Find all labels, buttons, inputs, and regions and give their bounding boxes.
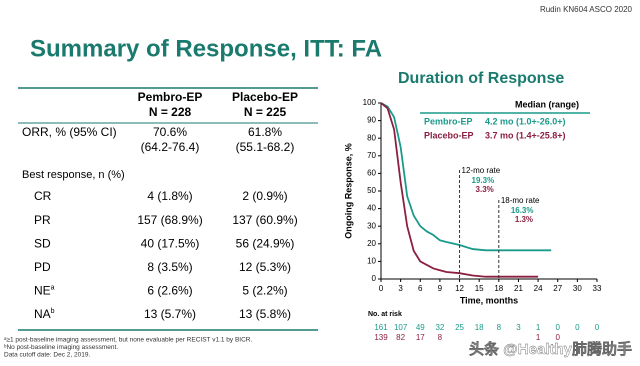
column-n: N = 225 [244, 105, 287, 119]
rate-value: 19.3% [472, 176, 495, 185]
footnote: ᵇNo post-baseline imaging assessment. [4, 344, 118, 351]
cell: 137 (60.9%) [232, 213, 297, 227]
at-risk-value: 17 [416, 333, 425, 342]
column-n: N = 228 [149, 105, 192, 119]
column-header: Placebo-EP [232, 90, 298, 104]
cell: 40 (17.5%) [141, 236, 200, 250]
row-label: NEa [34, 284, 55, 298]
cell: 70.6% [153, 125, 187, 139]
superscript: b [51, 308, 55, 315]
cell: (55.1-68.2) [236, 140, 295, 154]
legend-label: Placebo-EP [424, 130, 474, 140]
y-axis-label: Ongoing Response, % [343, 143, 353, 239]
km-curve [380, 102, 552, 252]
at-risk-label: No. at risk [368, 311, 402, 318]
y-tick-label: 10 [367, 257, 376, 266]
rate-value: 3.3% [476, 185, 494, 194]
rate-label: 12-mo rate [462, 166, 501, 175]
x-tick-label: 21 [514, 284, 523, 293]
rate-label: 18-mo rate [501, 196, 540, 205]
y-tick-label: 60 [367, 169, 376, 178]
source: Rudin KN604 ASCO 2020 [540, 5, 633, 14]
cell: 13 (5.8%) [239, 307, 291, 321]
x-tick-label: 24 [534, 284, 543, 293]
x-tick-label: 3 [398, 284, 403, 293]
at-risk-value: 1 [536, 323, 541, 332]
x-tick-label: 9 [438, 284, 443, 293]
cell: 61.8% [248, 125, 282, 139]
cell: 4 (1.8%) [147, 189, 192, 203]
footnote: Data cutoff date: Dec 2, 2019. [4, 352, 90, 359]
y-tick-label: 0 [372, 274, 377, 283]
cell: 12 (5.3%) [239, 260, 291, 274]
at-risk-value: 32 [435, 323, 444, 332]
legend-label: Pembro-EP [424, 116, 473, 126]
rate-value: 16.3% [511, 206, 534, 215]
legend-median: 4.2 mo (1.0+-26.0+) [485, 116, 566, 126]
cell: (64.2-76.4) [141, 140, 200, 154]
x-tick-label: 6 [418, 284, 423, 293]
at-risk-value: 1 [536, 333, 541, 342]
cell: 5 (2.2%) [242, 284, 287, 298]
row-label: PR [34, 213, 51, 227]
row-label: NAb [34, 307, 55, 321]
cell: 2 (0.9%) [242, 189, 287, 203]
chart-title: Duration of Response [398, 70, 564, 87]
y-tick-label: 30 [367, 221, 376, 230]
y-tick-label: 90 [367, 116, 376, 125]
y-tick-label: 100 [363, 98, 377, 107]
x-axis-label: Time, months [460, 295, 518, 305]
at-risk-value: 8 [438, 333, 443, 342]
cell: 13 (5.7%) [144, 307, 196, 321]
legend-box [418, 97, 590, 147]
row-label: ORR, % (95% CI) [22, 125, 117, 139]
row-label: CR [34, 189, 52, 203]
at-risk-value: 8 [497, 323, 502, 332]
y-tick-label: 40 [367, 204, 376, 213]
section-label: Best response, n (%) [22, 169, 125, 181]
y-tick-label: 50 [367, 186, 376, 195]
at-risk-value: 139 [374, 333, 388, 342]
watermark: 头条 @Healthy肺腾助手 [469, 340, 632, 358]
at-risk-value: 3 [516, 323, 521, 332]
row-label: PD [34, 260, 51, 274]
title: Summary of Response, ITT: FA [30, 35, 382, 62]
cell: 8 (3.5%) [147, 260, 192, 274]
x-tick-label: 15 [475, 284, 484, 293]
cell: 6 (2.6%) [147, 284, 192, 298]
x-tick-label: 18 [494, 284, 503, 293]
x-tick-label: 0 [379, 284, 384, 293]
at-risk-value: 49 [416, 323, 425, 332]
y-tick-label: 70 [367, 151, 376, 160]
at-risk-value: 0 [556, 323, 561, 332]
y-tick-label: 80 [367, 133, 376, 142]
x-tick-label: 27 [553, 284, 562, 293]
at-risk-value: 25 [455, 323, 464, 332]
km-curve [380, 102, 539, 278]
at-risk-value: 161 [374, 323, 388, 332]
footnote: ᵃ≥1 post-baseline imaging assessment, bu… [4, 337, 252, 344]
at-risk-value: 107 [394, 323, 408, 332]
x-tick-label: 30 [573, 284, 582, 293]
at-risk-value: 18 [475, 323, 484, 332]
legend-median: 3.7 mo (1.4+-25.8+) [485, 130, 566, 140]
at-risk-value: 0 [595, 323, 600, 332]
column-header: Pembro-EP [138, 90, 203, 104]
at-risk-value: 82 [396, 333, 405, 342]
y-tick-label: 20 [367, 239, 376, 248]
rate-value: 1.3% [515, 215, 533, 224]
at-risk-value: 0 [556, 333, 561, 342]
superscript: a [51, 284, 55, 291]
at-risk-value: 0 [575, 323, 580, 332]
cell: 56 (24.9%) [236, 236, 295, 250]
legend-title: Median (range) [515, 99, 579, 109]
cell: 157 (68.9%) [137, 213, 202, 227]
x-tick-label: 33 [593, 284, 602, 293]
x-tick-label: 12 [455, 284, 464, 293]
row-label: SD [34, 236, 51, 250]
